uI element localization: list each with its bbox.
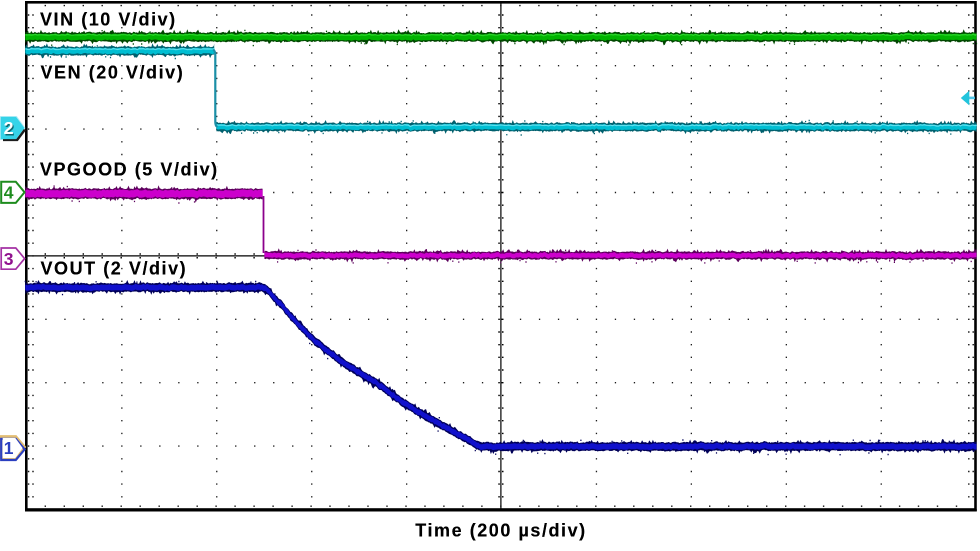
svg-text:VPGOOD (5 V/div): VPGOOD (5 V/div) — [40, 160, 219, 180]
svg-text:Time (200 µs/div): Time (200 µs/div) — [415, 521, 586, 541]
svg-text:2: 2 — [4, 118, 14, 138]
svg-text:2: 2 — [4, 118, 14, 138]
svg-text:VIN (10 V/div): VIN (10 V/div) — [40, 9, 177, 29]
svg-text:3: 3 — [4, 249, 14, 269]
svg-text:VOUT (2 V/div): VOUT (2 V/div) — [41, 259, 188, 279]
svg-text:1: 1 — [4, 438, 14, 458]
svg-text:VIN (10 V/div): VIN (10 V/div) — [40, 9, 177, 29]
svg-text:2: 2 — [5, 119, 15, 139]
svg-text:VOUT (2 V/div): VOUT (2 V/div) — [41, 259, 188, 279]
svg-text:4: 4 — [4, 183, 14, 203]
svg-text:VEN (20 V/div): VEN (20 V/div) — [41, 62, 185, 82]
svg-text:VPGOOD (5 V/div): VPGOOD (5 V/div) — [40, 160, 219, 180]
svg-text:VEN (20 V/div): VEN (20 V/div) — [41, 62, 185, 82]
svg-text:Time (200 µs/div): Time (200 µs/div) — [415, 521, 586, 541]
